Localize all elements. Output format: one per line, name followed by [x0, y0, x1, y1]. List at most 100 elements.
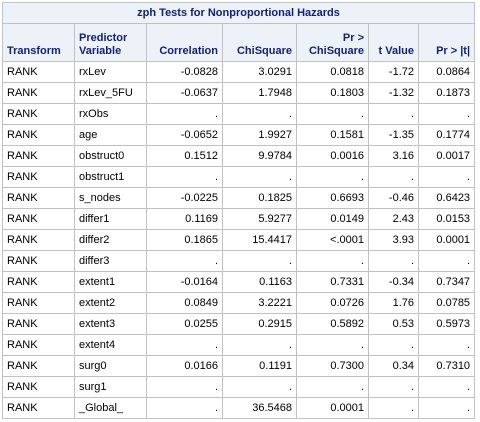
cell-correlation: 0.0255 [146, 313, 223, 335]
cell-chisquare: 5.9277 [222, 208, 297, 230]
cell-variable: differ2 [74, 229, 147, 251]
cell-variable: rxLev_5FU [74, 82, 147, 104]
cell-variable: extent1 [74, 271, 147, 293]
cell-chisquare: 0.2915 [222, 313, 297, 335]
cell-correlation: 0.1865 [146, 229, 223, 251]
cell-transform: RANK [2, 397, 75, 419]
header-chisquare: ChiSquare [222, 23, 297, 62]
cell-pr-chisquare: 0.0149 [296, 208, 369, 230]
cell-pr-chisquare: 0.7331 [296, 271, 369, 293]
cell-variable: differ1 [74, 208, 147, 230]
cell-pr-chisquare: 0.0726 [296, 292, 369, 314]
cell-t-value: . [368, 250, 419, 272]
cell-pr-chisquare: . [296, 250, 369, 272]
cell-pr-chisquare: 0.1581 [296, 124, 369, 146]
cell-chisquare: 0.1163 [222, 271, 297, 293]
cell-pr-chisquare: . [296, 334, 369, 356]
cell-t-value: 3.93 [368, 229, 419, 251]
cell-correlation: -0.0164 [146, 271, 223, 293]
cell-t-value: 2.43 [368, 208, 419, 230]
header-predictor-line1: Predictor [79, 32, 128, 44]
cell-chisquare: . [222, 250, 297, 272]
cell-t-value: . [368, 376, 419, 398]
cell-correlation: 0.0849 [146, 292, 223, 314]
table-row: RANK extent2 0.0849 3.2221 0.0726 1.76 0… [2, 292, 476, 314]
table-row: RANK extent3 0.0255 0.2915 0.5892 0.53 0… [2, 313, 476, 335]
table-title: zph Tests for Nonproportional Hazards [1, 2, 476, 24]
cell-chisquare: . [222, 334, 297, 356]
cell-correlation: . [146, 397, 223, 419]
cell-chisquare: 0.1825 [222, 187, 297, 209]
cell-transform: RANK [2, 166, 75, 188]
cell-transform: RANK [2, 82, 75, 104]
cell-pr-t: 0.7347 [417, 271, 476, 293]
cell-correlation: 0.1512 [146, 145, 223, 167]
cell-correlation: . [146, 103, 223, 125]
table-row: RANK obstruct0 0.1512 9.9784 0.0016 3.16… [2, 145, 476, 167]
cell-transform: RANK [2, 61, 75, 83]
cell-pr-chisquare: 0.1803 [296, 82, 369, 104]
cell-transform: RANK [2, 271, 75, 293]
header-pr-chisquare-line1: Pr > [342, 32, 364, 44]
cell-transform: RANK [2, 229, 75, 251]
cell-pr-chisquare: 0.5892 [296, 313, 369, 335]
cell-chisquare: 0.1191 [222, 355, 297, 377]
cell-transform: RANK [2, 124, 75, 146]
table-row: RANK differ2 0.1865 15.4417 <.0001 3.93 … [2, 229, 476, 251]
cell-variable: extent4 [74, 334, 147, 356]
cell-pr-t: 0.0001 [417, 229, 476, 251]
table-row: RANK differ3 . . . . . [2, 250, 476, 272]
cell-t-value: 3.16 [368, 145, 419, 167]
table-row: RANK extent1 -0.0164 0.1163 0.7331 -0.34… [2, 271, 476, 293]
cell-correlation: 0.1169 [146, 208, 223, 230]
cell-t-value: -1.32 [368, 82, 419, 104]
header-t-value: t Value [368, 23, 419, 62]
cell-chisquare: 3.0291 [222, 61, 297, 83]
cell-pr-chisquare: . [296, 166, 369, 188]
cell-pr-chisquare: . [296, 103, 369, 125]
cell-correlation: . [146, 376, 223, 398]
cell-variable: extent3 [74, 313, 147, 335]
table-row: RANK differ1 0.1169 5.9277 0.0149 2.43 0… [2, 208, 476, 230]
cell-pr-t: . [417, 250, 476, 272]
cell-chisquare: . [222, 166, 297, 188]
header-transform: Transform [2, 23, 75, 62]
cell-pr-t: 0.6423 [417, 187, 476, 209]
cell-correlation: -0.0225 [146, 187, 223, 209]
header-predictor-line2: Variable [79, 45, 122, 57]
cell-pr-t: 0.0785 [417, 292, 476, 314]
cell-chisquare: . [222, 103, 297, 125]
cell-transform: RANK [2, 103, 75, 125]
cell-chisquare: 36.5468 [222, 397, 297, 419]
cell-t-value: -0.34 [368, 271, 419, 293]
cell-correlation: -0.0828 [146, 61, 223, 83]
cell-t-value: . [368, 334, 419, 356]
cell-variable: rxObs [74, 103, 147, 125]
cell-variable: differ3 [74, 250, 147, 272]
header-pr-chisquare-line2: ChiSquare [308, 45, 364, 57]
cell-chisquare: . [222, 376, 297, 398]
cell-pr-chisquare: 0.0818 [296, 61, 369, 83]
cell-pr-t: . [417, 334, 476, 356]
cell-chisquare: 1.9927 [222, 124, 297, 146]
table-row: RANK rxLev -0.0828 3.0291 0.0818 -1.72 0… [2, 61, 476, 83]
cell-transform: RANK [2, 145, 75, 167]
cell-pr-t: 0.1774 [417, 124, 476, 146]
cell-pr-chisquare: 0.6693 [296, 187, 369, 209]
cell-pr-t: 0.0153 [417, 208, 476, 230]
cell-pr-t: . [417, 397, 476, 419]
zph-test-table: zph Tests for Nonproportional Hazards Tr… [1, 2, 476, 419]
cell-correlation: . [146, 250, 223, 272]
table-title-row: zph Tests for Nonproportional Hazards [1, 2, 476, 24]
column-header-row: Transform Predictor Variable Correlation… [2, 23, 476, 62]
cell-transform: RANK [2, 208, 75, 230]
cell-variable: s_nodes [74, 187, 147, 209]
cell-variable: surg0 [74, 355, 147, 377]
cell-t-value: 0.34 [368, 355, 419, 377]
table-row: RANK age -0.0652 1.9927 0.1581 -1.35 0.1… [2, 124, 476, 146]
cell-variable: surg1 [74, 376, 147, 398]
cell-transform: RANK [2, 376, 75, 398]
cell-pr-t: 0.1873 [417, 82, 476, 104]
cell-chisquare: 15.4417 [222, 229, 297, 251]
cell-variable: age [74, 124, 147, 146]
